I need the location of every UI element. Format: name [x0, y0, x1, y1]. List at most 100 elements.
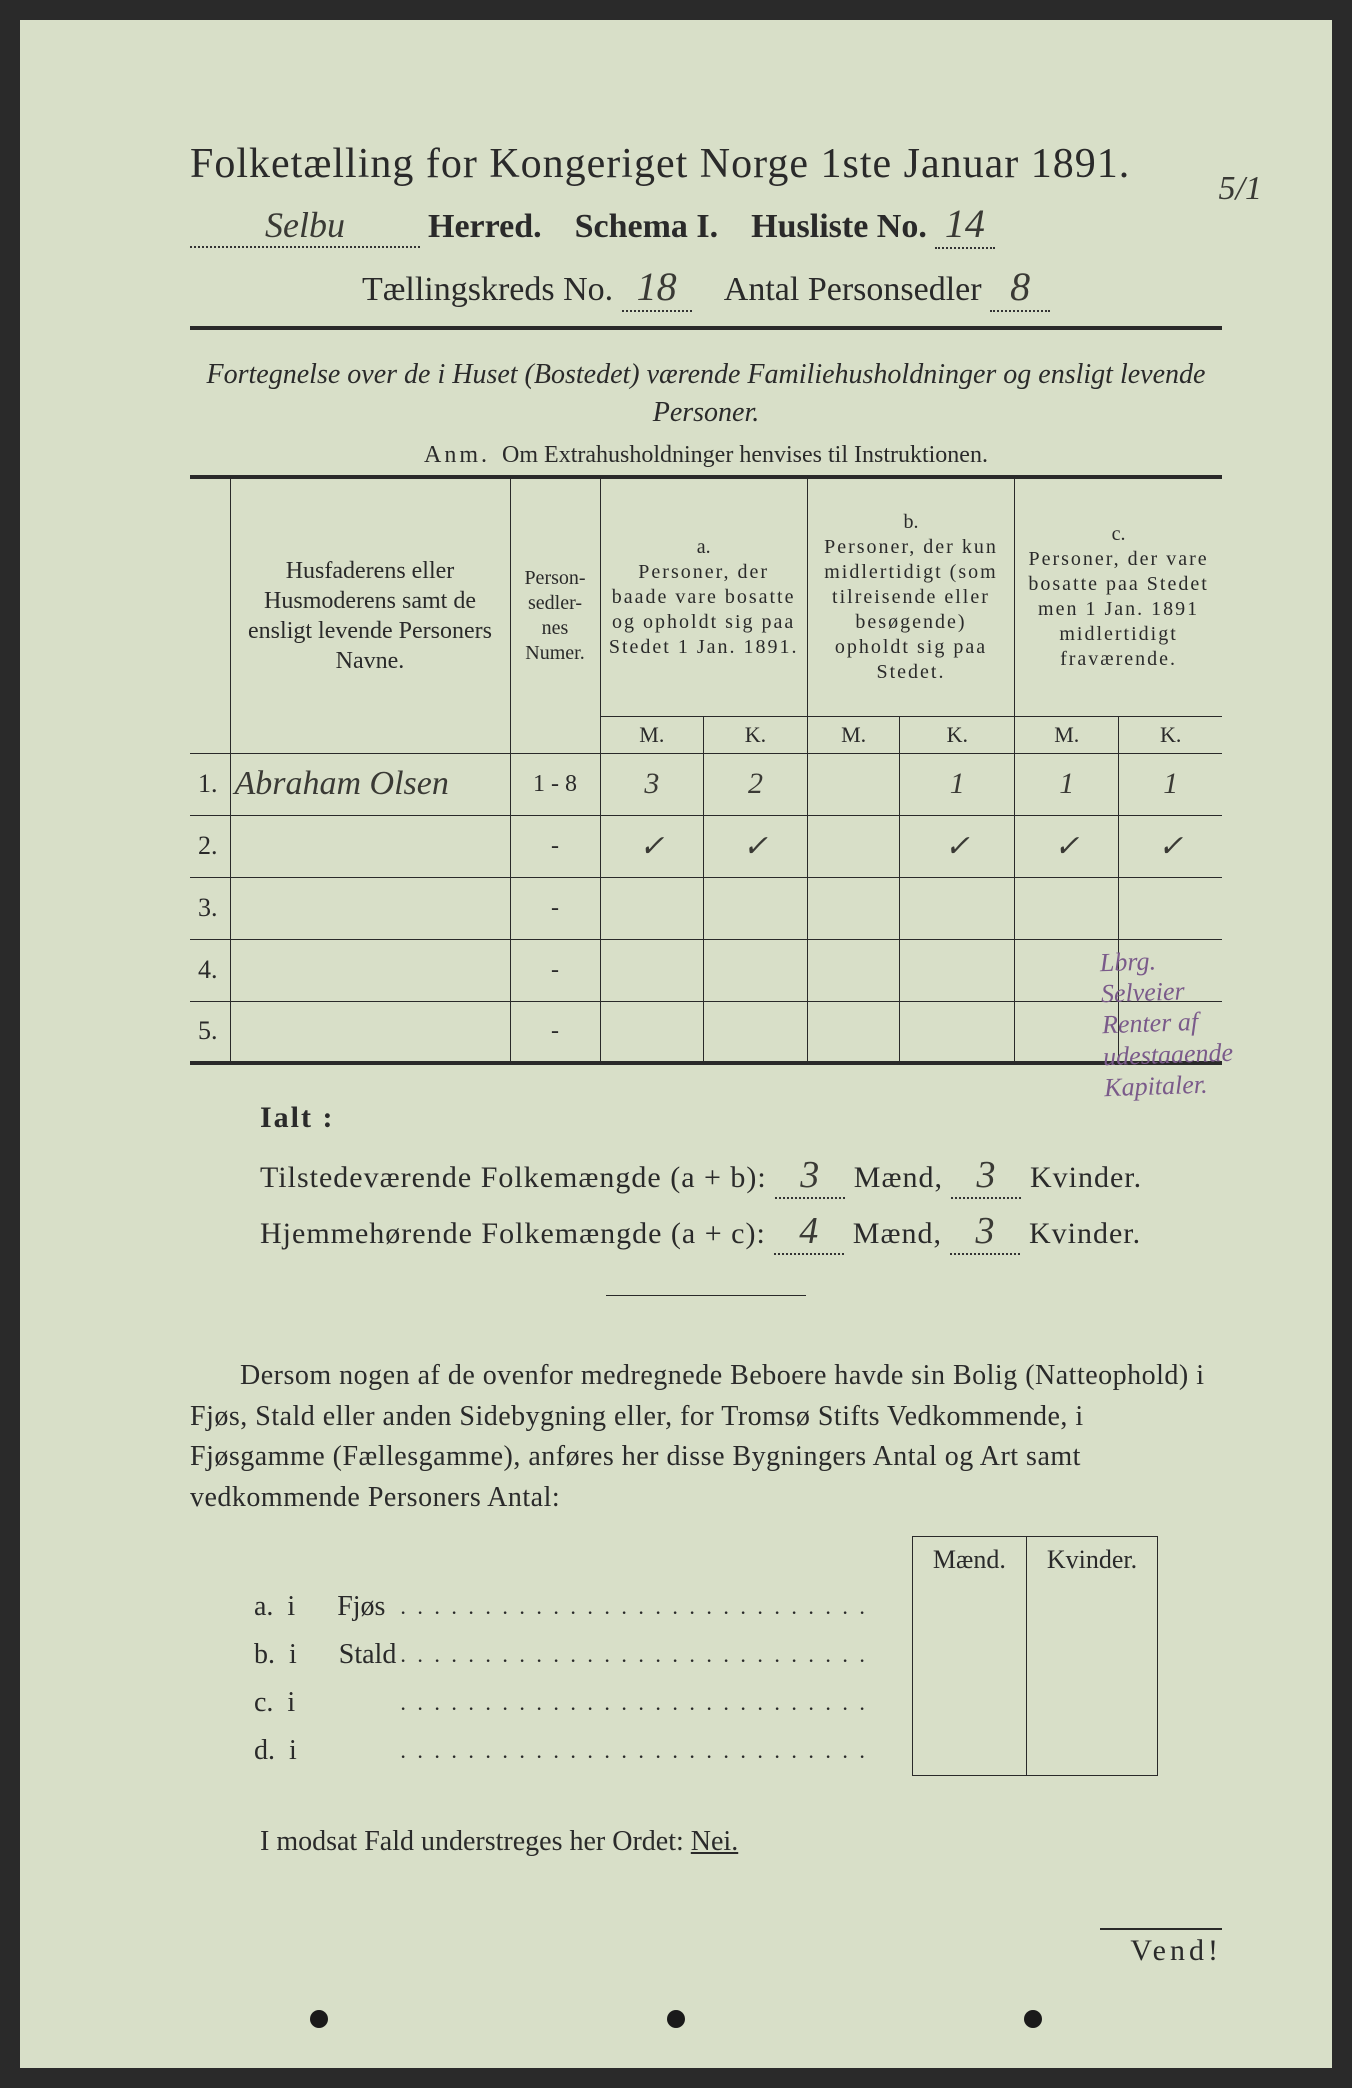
- kvinder-label-2: Kvinder.: [1029, 1217, 1141, 1250]
- row-a-k: [704, 877, 808, 939]
- building-label: c. i: [250, 1679, 400, 1727]
- row-numer: -: [510, 877, 600, 939]
- herred-label: Herred.: [428, 208, 542, 246]
- building-label: d. i: [250, 1727, 400, 1775]
- dots: . . . . . . . . . . . . . . . . . . . . …: [400, 1679, 912, 1727]
- vend-line: Vend!: [190, 1928, 1222, 1968]
- ialt-label: Ialt :: [260, 1101, 1222, 1135]
- col-a: a. Personer, der baade vare bosatte og o…: [600, 477, 807, 717]
- kreds-label: Tællingskreds No.: [362, 271, 613, 308]
- table-wrapper: Husfaderens eller Husmoderens samt de en…: [190, 475, 1222, 1066]
- building-row: d. i. . . . . . . . . . . . . . . . . . …: [250, 1727, 1158, 1775]
- binding-holes: [20, 2010, 1332, 2028]
- tilstede-row: Tilstedeværende Folkemængde (a + b): 3 M…: [260, 1153, 1222, 1199]
- schema-label: Schema I.: [575, 208, 719, 246]
- col-names-text: Husfaderens eller Husmoderens samt de en…: [248, 558, 492, 674]
- census-form-page: Folketælling for Kongeriget Norge 1ste J…: [20, 20, 1332, 2068]
- personsedler-label: Antal Personsedler: [724, 271, 982, 308]
- row-a-m: 3: [600, 753, 704, 815]
- vend-text: Vend!: [1100, 1928, 1222, 1967]
- table-row: 5.-: [190, 1001, 1222, 1063]
- kvinder-label-1: Kvinder.: [1030, 1161, 1142, 1194]
- hole-icon: [1024, 2010, 1042, 2028]
- col-b-label: b.: [903, 511, 918, 533]
- nei-word: Nei.: [691, 1826, 738, 1857]
- building-m: [912, 1631, 1026, 1679]
- table-row: 4. -: [190, 939, 1222, 1001]
- hjemme-k: 3: [950, 1209, 1020, 1255]
- building-paragraph: Dersom nogen af de ovenfor medregnede Be…: [190, 1356, 1222, 1518]
- row-a-m: [600, 877, 704, 939]
- row-b-k: ✓: [900, 815, 1015, 877]
- row-name: [230, 939, 510, 1001]
- nei-text: I modsat Fald understreges her Ordet:: [260, 1826, 684, 1857]
- row-c-m: [1015, 877, 1119, 939]
- building-k: [1026, 1727, 1157, 1775]
- col-c-m: M.: [1015, 717, 1119, 754]
- row-b-k: [900, 939, 1015, 1001]
- row-a-k: ✓: [704, 815, 808, 877]
- row-b-k: 1: [900, 753, 1015, 815]
- row-num: 1.: [190, 753, 230, 815]
- col-a-text: Personer, der baade vare bosatte og opho…: [609, 561, 799, 658]
- row-numer: -: [510, 1001, 600, 1063]
- col-b-m: M.: [807, 717, 900, 754]
- row-b-m: [807, 815, 900, 877]
- row-a-m: [600, 939, 704, 1001]
- row-a-k: [704, 1001, 808, 1063]
- mk-blank: [250, 1537, 400, 1584]
- totals-block: Ialt : Tilstedeværende Folkemængde (a + …: [260, 1101, 1222, 1255]
- anm-text: Om Extrahusholdninger henvises til Instr…: [502, 442, 988, 468]
- nei-line: I modsat Fald understreges her Ordet: Ne…: [260, 1826, 1222, 1858]
- dots: . . . . . . . . . . . . . . . . . . . . …: [400, 1631, 912, 1679]
- table-row: 2.-✓✓✓✓✓: [190, 815, 1222, 877]
- row-numer: -: [510, 939, 600, 1001]
- row-c-m: 1: [1015, 753, 1119, 815]
- hjemme-label: Hjemmehørende Folkemængde (a + c):: [260, 1217, 766, 1250]
- dots: . . . . . . . . . . . . . . . . . . . . …: [400, 1583, 912, 1631]
- main-title: Folketælling for Kongeriget Norge 1ste J…: [190, 140, 1222, 188]
- col-c-label: c.: [1112, 523, 1126, 545]
- table-row: 1.Abraham Olsen1 - 832111: [190, 753, 1222, 815]
- row-name: Abraham Olsen: [230, 753, 510, 815]
- household-table: Husfaderens eller Husmoderens samt de en…: [190, 475, 1222, 1066]
- row-num: 4.: [190, 939, 230, 1001]
- col-names: Husfaderens eller Husmoderens samt de en…: [230, 477, 510, 754]
- col-c-k: K.: [1119, 717, 1222, 754]
- hjemme-m: 4: [774, 1209, 844, 1255]
- col-numer: Person-sedler-nes Numer.: [510, 477, 600, 754]
- building-row: b. i Stald. . . . . . . . . . . . . . . …: [250, 1631, 1158, 1679]
- hole-icon: [310, 2010, 328, 2028]
- col-a-m: M.: [600, 717, 704, 754]
- anm-line: Anm. Om Extrahusholdninger henvises til …: [190, 442, 1222, 469]
- row-name: [230, 877, 510, 939]
- header-line-2: Selbu Herred. Schema I. Husliste No. 14 …: [190, 200, 1222, 249]
- tilstede-k: 3: [951, 1153, 1021, 1199]
- header-line-3: Tællingskreds No. 18 Antal Personsedler …: [190, 263, 1222, 330]
- building-table: Mænd. Kvinder. a. i Fjøs. . . . . . . . …: [250, 1536, 1158, 1776]
- maend-label-1: Mænd,: [854, 1161, 943, 1194]
- col-b-k: K.: [900, 717, 1015, 754]
- maend-label-2: Mænd,: [853, 1217, 942, 1250]
- building-m: [912, 1727, 1026, 1775]
- mk-maend-header: Mænd.: [912, 1537, 1026, 1584]
- herred-value: Selbu: [190, 204, 420, 248]
- building-k: [1026, 1631, 1157, 1679]
- building-row: a. i Fjøs. . . . . . . . . . . . . . . .…: [250, 1583, 1158, 1631]
- building-label: b. i Stald: [250, 1631, 400, 1679]
- row-b-k: [900, 1001, 1015, 1063]
- row-num: 3.: [190, 877, 230, 939]
- mk-kvinder-header: Kvinder.: [1026, 1537, 1157, 1584]
- row-name: [230, 1001, 510, 1063]
- col-c-text: Personer, der vare bosatte paa Stedet me…: [1028, 548, 1208, 670]
- building-m: [912, 1679, 1026, 1727]
- anm-label: Anm.: [424, 442, 490, 468]
- tilstede-m: 3: [775, 1153, 845, 1199]
- building-k: [1026, 1679, 1157, 1727]
- row-b-m: [807, 939, 900, 1001]
- building-label: a. i Fjøs: [250, 1583, 400, 1631]
- row-b-m: [807, 877, 900, 939]
- row-a-k: 2: [704, 753, 808, 815]
- row-numer: 1 - 8: [510, 753, 600, 815]
- row-a-m: ✓: [600, 815, 704, 877]
